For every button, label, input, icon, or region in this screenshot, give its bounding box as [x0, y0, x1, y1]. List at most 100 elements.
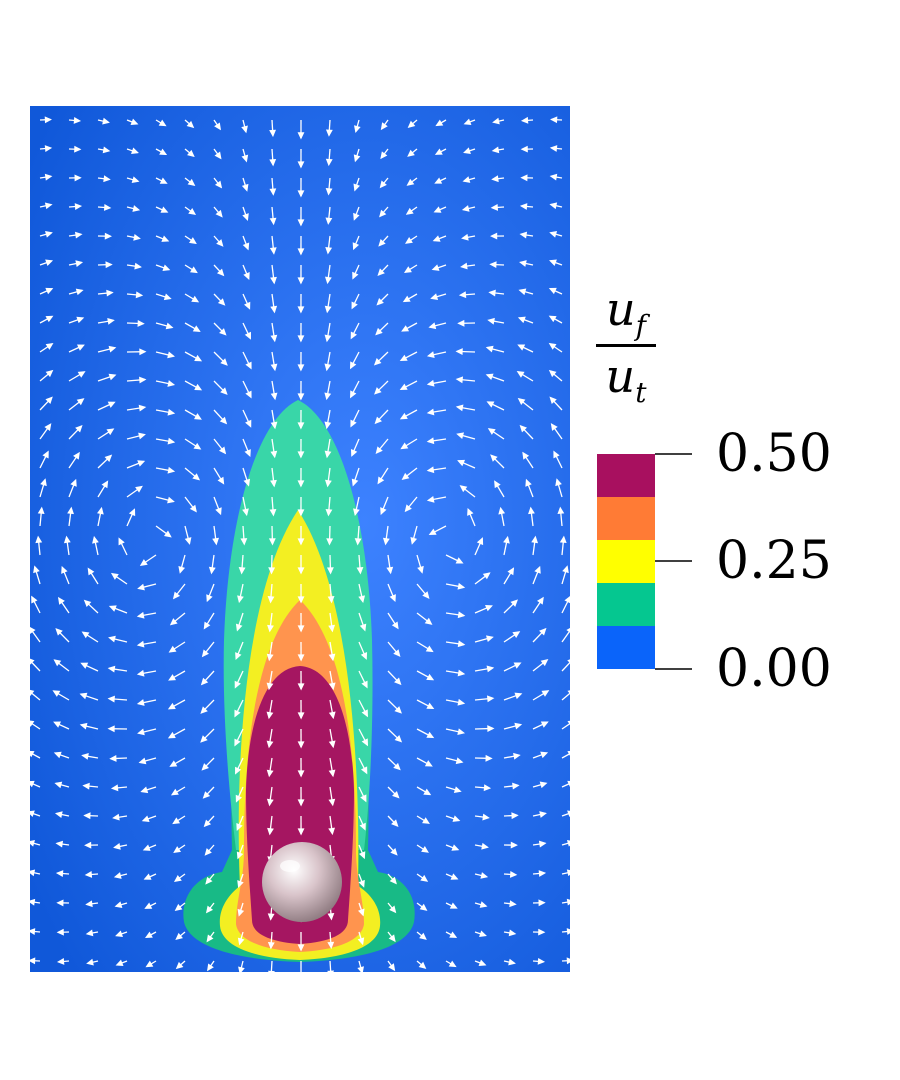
velocity-arrow-head — [509, 870, 518, 878]
velocity-arrow-head — [389, 905, 397, 914]
velocity-arrow-head — [107, 725, 115, 733]
velocity-arrow-head — [217, 476, 225, 485]
velocity-arrow-head — [433, 206, 442, 213]
velocity-arrow-head — [237, 595, 244, 604]
velocity-arrow-head — [328, 624, 336, 633]
velocity-arrow-head — [101, 480, 109, 489]
velocity-arrow-head — [399, 354, 408, 362]
velocity-arrow-head — [115, 959, 124, 967]
velocity-arrow-head — [297, 190, 305, 198]
velocity-arrow-head — [131, 176, 140, 183]
velocity-arrow-head — [297, 306, 305, 314]
velocity-arrow-head — [267, 913, 275, 921]
velocity-arrow-head — [163, 293, 172, 301]
velocity-arrow-head — [325, 246, 333, 255]
velocity-arrow-head — [539, 781, 548, 789]
colorbar-band-green — [597, 583, 655, 626]
velocity-arrow-head — [113, 842, 121, 850]
velocity-arrow-head — [325, 158, 333, 167]
velocity-arrow-head — [519, 203, 528, 210]
velocity-arrow-head — [487, 725, 495, 733]
velocity-arrow-head — [392, 791, 400, 799]
velocity-arrow-head — [327, 970, 335, 978]
velocity-arrow-head — [192, 325, 201, 332]
velocity-arrow-head — [55, 870, 64, 877]
velocity-arrow-head — [425, 645, 434, 653]
velocity-arrow-head — [167, 702, 176, 710]
velocity-arrow-head — [75, 425, 83, 433]
velocity-arrow-head — [235, 794, 243, 803]
velocity-arrow-head — [516, 371, 525, 378]
velocity-arrow-head — [450, 873, 459, 880]
colorbar-label-000: 0.00 — [716, 639, 832, 699]
velocity-arrow-head — [40, 478, 47, 487]
velocity-arrow-head — [455, 757, 464, 765]
velocity-arrow-head — [45, 231, 53, 238]
velocity-arrow-head — [142, 844, 151, 851]
velocity-arrow-head — [297, 683, 305, 691]
velocity-arrow-head — [539, 811, 547, 818]
velocity-arrow-head — [483, 784, 492, 792]
velocity-arrow-head — [175, 932, 183, 941]
velocity-arrow-head — [374, 387, 382, 395]
velocity-arrow-head — [550, 116, 558, 124]
velocity-arrow-head — [216, 239, 224, 247]
velocity-arrow-head — [327, 913, 335, 921]
velocity-arrow-head — [269, 247, 277, 255]
velocity-arrow-head — [548, 342, 557, 350]
velocity-arrow-head — [328, 653, 336, 662]
velocity-arrow-head — [145, 960, 154, 968]
velocity-arrow-head — [54, 811, 63, 818]
velocity-arrow-head — [266, 653, 274, 662]
velocity-arrow-head — [424, 617, 433, 625]
velocity-arrow-head — [242, 242, 250, 251]
velocity-arrow-head — [172, 591, 181, 600]
velocity-arrow-head — [105, 261, 113, 269]
velocity-arrow-head — [359, 822, 366, 831]
velocity-arrow-head — [350, 390, 357, 399]
velocity-arrow-head — [567, 719, 576, 727]
velocity-arrow-head — [83, 599, 92, 608]
velocity-arrow-head — [513, 662, 522, 669]
velocity-arrow-head — [426, 702, 435, 710]
velocity-arrow-head — [237, 908, 245, 917]
velocity-arrow-head — [353, 154, 361, 163]
velocity-arrow-head — [201, 649, 209, 658]
velocity-arrow-head — [566, 869, 575, 877]
velocity-arrow-head — [297, 712, 305, 720]
velocity-arrow-head — [486, 401, 495, 408]
velocity-arrow-head — [161, 235, 170, 242]
velocity-arrow-head — [103, 175, 111, 183]
velocity-arrow-head — [63, 535, 71, 544]
velocity-arrow-head — [76, 344, 85, 351]
colorbar — [597, 453, 692, 670]
velocity-arrow-head — [189, 237, 197, 245]
velocity-arrow-head — [353, 183, 360, 192]
velocity-arrow-head — [204, 848, 212, 856]
velocity-arrow-head — [269, 129, 277, 138]
velocity-arrow-head — [534, 565, 541, 574]
velocity-arrow-head — [186, 120, 195, 129]
velocity-arrow-head — [297, 973, 305, 981]
velocity-arrow-head — [245, 361, 252, 370]
velocity-arrow-head — [361, 738, 369, 747]
velocity-arrow-head — [136, 669, 145, 677]
velocity-arrow-head — [374, 416, 382, 425]
velocity-arrow-head — [28, 626, 36, 635]
velocity-arrow-head — [488, 289, 496, 297]
velocity-arrow-head — [520, 116, 529, 124]
velocity-arrow-head — [297, 509, 305, 517]
velocity-arrow-head — [401, 472, 410, 480]
velocity-arrow-head — [241, 183, 249, 192]
velocity-arrow-head — [297, 944, 305, 952]
velocity-arrow-head — [431, 264, 440, 271]
velocity-arrow-head — [162, 264, 171, 271]
velocity-arrow-head — [489, 261, 497, 269]
velocity-arrow-head — [327, 941, 335, 950]
velocity-arrow-head — [167, 351, 175, 359]
velocity-arrow-head — [207, 963, 214, 972]
velocity-arrow-head — [269, 188, 277, 196]
velocity-arrow-head — [422, 591, 430, 599]
velocity-arrow-head — [107, 317, 115, 325]
velocity-arrow-head — [269, 509, 277, 517]
